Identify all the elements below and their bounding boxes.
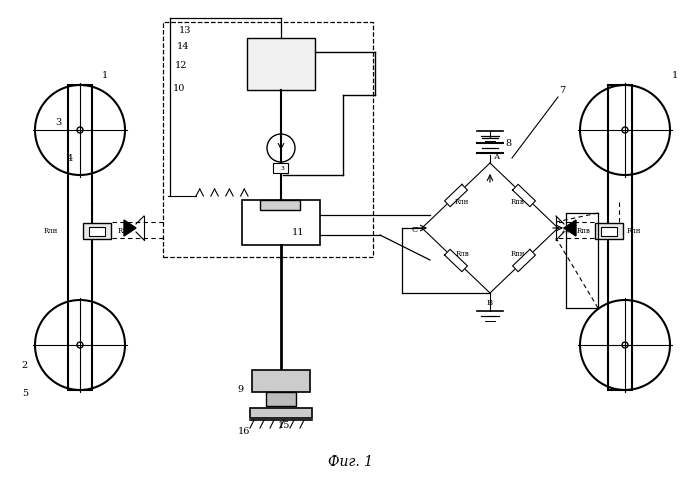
Bar bbox=[242, 200, 320, 245]
Text: Rпн: Rпн bbox=[510, 250, 525, 258]
Text: 9: 9 bbox=[237, 385, 243, 394]
Text: 2: 2 bbox=[22, 360, 28, 369]
Polygon shape bbox=[444, 185, 468, 206]
Bar bbox=[608, 85, 632, 390]
Text: А: А bbox=[494, 153, 500, 161]
Bar bbox=[89, 227, 105, 236]
Text: 1: 1 bbox=[102, 70, 108, 79]
Circle shape bbox=[77, 127, 83, 133]
Bar bbox=[266, 392, 296, 406]
Text: 16: 16 bbox=[238, 427, 250, 436]
Circle shape bbox=[622, 342, 628, 348]
Text: Фиг. 1: Фиг. 1 bbox=[328, 455, 372, 469]
Polygon shape bbox=[124, 220, 136, 236]
Text: 13: 13 bbox=[178, 25, 191, 34]
Circle shape bbox=[77, 342, 83, 348]
Text: Rпв: Rпв bbox=[511, 198, 525, 206]
Text: 14: 14 bbox=[176, 42, 189, 51]
Text: 11: 11 bbox=[292, 228, 304, 237]
Polygon shape bbox=[512, 250, 536, 272]
Bar bbox=[273, 163, 288, 173]
Bar bbox=[68, 85, 92, 390]
Text: В: В bbox=[487, 299, 493, 307]
Bar bbox=[595, 223, 623, 239]
Bar bbox=[601, 227, 617, 236]
Text: Rпв: Rпв bbox=[577, 227, 591, 235]
Text: Rпн: Rпн bbox=[627, 227, 641, 235]
Text: Rлв: Rлв bbox=[118, 227, 132, 235]
Polygon shape bbox=[444, 250, 468, 272]
Bar bbox=[260, 200, 300, 210]
Bar bbox=[252, 370, 310, 392]
Text: 7: 7 bbox=[559, 86, 565, 95]
Text: 1: 1 bbox=[672, 70, 678, 79]
Text: 10: 10 bbox=[173, 84, 186, 93]
Text: С: С bbox=[412, 226, 418, 234]
Text: Rлн: Rлн bbox=[455, 198, 470, 206]
Text: Д: Д bbox=[562, 226, 568, 234]
Text: з: з bbox=[281, 164, 285, 172]
Text: 12: 12 bbox=[175, 61, 188, 69]
Polygon shape bbox=[564, 220, 576, 236]
Polygon shape bbox=[512, 185, 536, 206]
Bar bbox=[250, 408, 312, 418]
Text: 5: 5 bbox=[22, 389, 28, 398]
Text: 3: 3 bbox=[55, 118, 61, 127]
Bar bbox=[83, 223, 111, 239]
Text: 4: 4 bbox=[67, 153, 73, 163]
Circle shape bbox=[622, 127, 628, 133]
Text: 15: 15 bbox=[278, 421, 290, 430]
Text: Rлн: Rлн bbox=[43, 227, 58, 235]
Bar bbox=[163, 22, 373, 257]
Bar bbox=[247, 38, 315, 90]
Text: 8: 8 bbox=[505, 139, 511, 148]
Text: Rлв: Rлв bbox=[455, 250, 469, 258]
